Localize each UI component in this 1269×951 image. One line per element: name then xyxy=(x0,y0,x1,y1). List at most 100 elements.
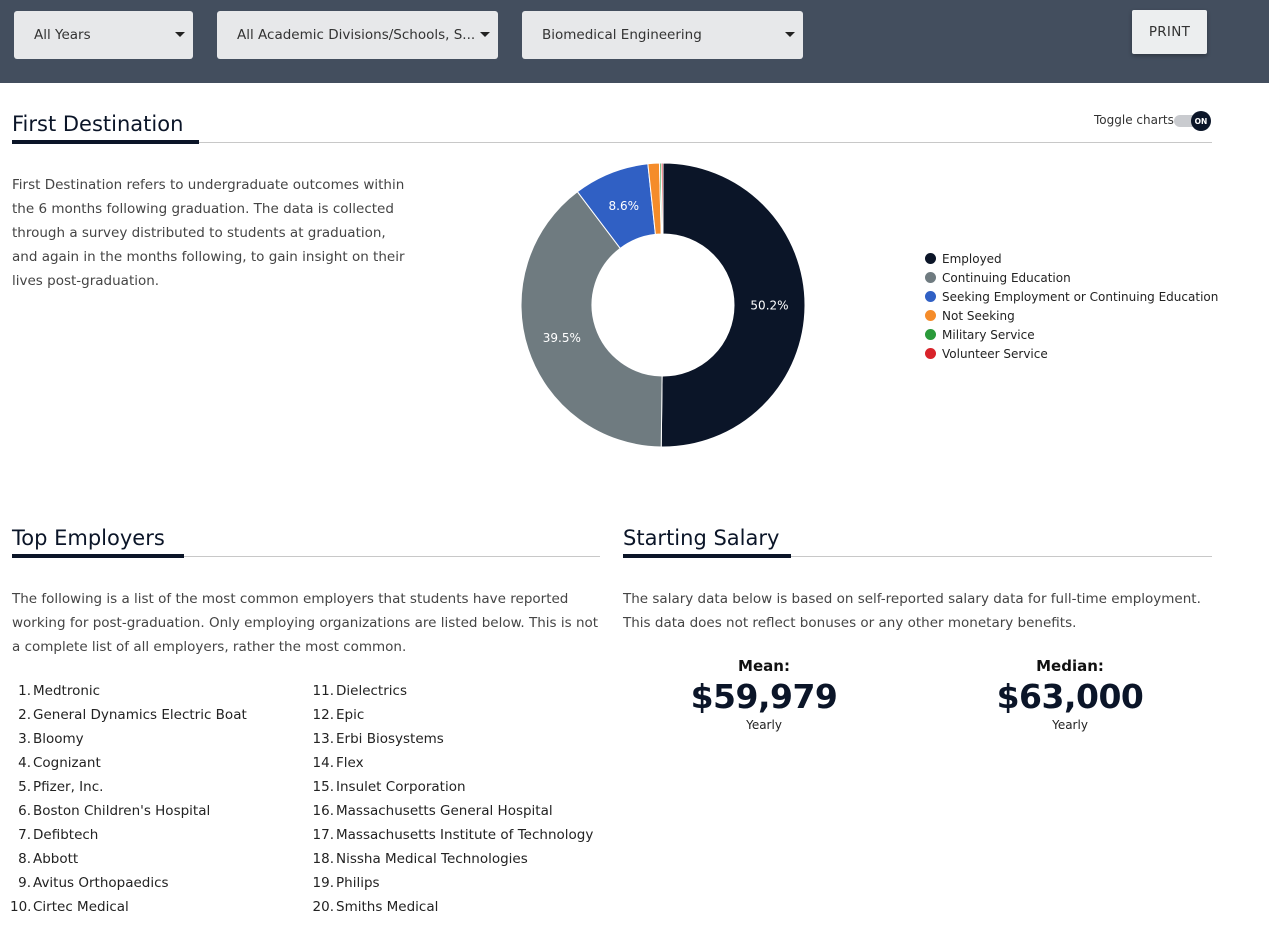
major-select[interactable]: Biomedical Engineering xyxy=(522,11,803,59)
employer-list-item: 4. Cognizant xyxy=(10,751,247,775)
employer-rank: 10. xyxy=(10,899,32,915)
legend-label: Employed xyxy=(942,251,1002,266)
chart-legend: Employed Continuing Education Seeking Empl… xyxy=(925,249,1218,363)
employer-list-item: 5. Pfizer, Inc. xyxy=(10,775,247,799)
employer-name: Dielectrics xyxy=(336,683,407,699)
employer-name: Cirtec Medical xyxy=(33,899,129,915)
employer-name: Massachusetts Institute of Technology xyxy=(336,827,594,843)
legend-item[interactable]: Volunteer Service xyxy=(925,344,1218,363)
employer-list-item: 19. Philips xyxy=(312,871,593,895)
employer-rank: 1. xyxy=(18,683,31,699)
year-select[interactable]: All Years xyxy=(14,11,193,59)
employer-list-column-2: 11. Dielectrics 12. Epic 13. Erbi Biosystems 1… xyxy=(312,679,594,919)
employer-list-column-1: 1. Medtronic 2. General Dynamics Electric B… xyxy=(10,679,247,919)
employer-list-item: 20. Smiths Medical xyxy=(312,895,593,919)
employer-name: Erbi Biosystems xyxy=(336,731,444,747)
employer-list-item: 6. Boston Children's Hospital xyxy=(10,799,247,823)
chevron-down-icon xyxy=(480,32,490,37)
top-employers-title: Top Employers xyxy=(12,526,165,550)
employer-name: Avitus Orthopaedics xyxy=(33,875,169,891)
employer-list-item: 11. Dielectrics xyxy=(312,679,593,703)
median-salary: Median: $63,000 Yearly xyxy=(970,657,1170,732)
legend-swatch-icon xyxy=(925,291,936,302)
employer-rank: 11. xyxy=(312,683,334,699)
employer-list-item: 13. Erbi Biosystems xyxy=(312,727,593,751)
employer-name: Medtronic xyxy=(33,683,101,699)
first-destination-title: First Destination xyxy=(12,112,184,136)
median-unit: Yearly xyxy=(1052,718,1088,732)
starting-salary-title: Starting Salary xyxy=(623,526,780,550)
employer-rank: 6. xyxy=(18,803,31,819)
employer-list-item: 1. Medtronic xyxy=(10,679,247,703)
year-select-value: All Years xyxy=(34,27,91,43)
employer-list-item: 14. Flex xyxy=(312,751,593,775)
employer-list-item: 18. Nissha Medical Technologies xyxy=(312,847,593,871)
employer-rank: 14. xyxy=(312,755,334,771)
employer-rank: 18. xyxy=(312,851,334,867)
mean-label: Mean: xyxy=(738,657,790,675)
median-label: Median: xyxy=(1036,657,1104,675)
legend-label: Not Seeking xyxy=(942,308,1015,323)
toggle-charts-switch[interactable]: ON xyxy=(1174,111,1212,131)
employer-rank: 7. xyxy=(18,827,31,843)
top-employers-description: The following is a list of the most comm… xyxy=(12,591,599,655)
employer-name: Pfizer, Inc. xyxy=(33,779,104,795)
employer-name: Abbott xyxy=(33,851,79,867)
section-divider xyxy=(623,556,1212,557)
filter-bar: All Years All Academic Divisions/Schools… xyxy=(0,0,1269,83)
employer-name: Boston Children's Hospital xyxy=(33,803,211,819)
legend-item[interactable]: Continuing Education xyxy=(925,268,1218,287)
print-button[interactable]: PRINT xyxy=(1132,10,1207,54)
employer-rank: 15. xyxy=(312,779,334,795)
employer-list-item: 15. Insulet Corporation xyxy=(312,775,593,799)
first-destination-description: First Destination refers to undergraduat… xyxy=(12,177,405,289)
median-value: $63,000 xyxy=(996,677,1144,716)
toggle-charts-label: Toggle charts xyxy=(1094,113,1174,127)
mean-value: $59,979 xyxy=(690,677,838,716)
employer-list-item: 8. Abbott xyxy=(10,847,247,871)
mean-unit: Yearly xyxy=(746,718,782,732)
employer-name: Philips xyxy=(336,875,380,891)
first-destination-donut-chart: 50.2% 39.5% 8.6% xyxy=(520,162,806,448)
employer-rank: 12. xyxy=(312,707,334,723)
chevron-down-icon xyxy=(175,32,185,37)
employer-list-item: 16. Massachusetts General Hospital xyxy=(312,799,593,823)
legend-label: Continuing Education xyxy=(942,270,1071,285)
division-select-value: All Academic Divisions/Schools, S... xyxy=(237,27,476,43)
legend-item[interactable]: Employed xyxy=(925,249,1218,268)
employer-name: Cognizant xyxy=(33,755,101,771)
employer-rank: 5. xyxy=(18,779,31,795)
employer-list-item: 7. Defibtech xyxy=(10,823,247,847)
employer-rank: 19. xyxy=(312,875,334,891)
employer-rank: 13. xyxy=(312,731,334,747)
employer-list-item: 3. Bloomy xyxy=(10,727,247,751)
employer-list-item: 17. Massachusetts Institute of Technology xyxy=(312,823,594,847)
donut-slice-continuing-education[interactable] xyxy=(520,191,663,448)
major-select-value: Biomedical Engineering xyxy=(542,27,702,43)
division-select[interactable]: All Academic Divisions/Schools, S... xyxy=(217,11,498,59)
employer-rank: 9. xyxy=(18,875,31,891)
employer-name: Nissha Medical Technologies xyxy=(336,851,528,867)
employer-rank: 4. xyxy=(18,755,31,771)
starting-salary-description: The salary data below is based on self-r… xyxy=(623,591,1201,631)
legend-item[interactable]: Military Service xyxy=(925,325,1218,344)
legend-label: Military Service xyxy=(942,327,1035,342)
title-underline xyxy=(12,554,184,558)
legend-label: Volunteer Service xyxy=(942,346,1048,361)
employer-name: Smiths Medical xyxy=(336,899,439,915)
toggle-knob: ON xyxy=(1191,111,1211,131)
donut-slice-volunteer-service[interactable] xyxy=(660,162,664,235)
employer-rank: 8. xyxy=(18,851,31,867)
legend-swatch-icon xyxy=(925,329,936,340)
employer-name: Defibtech xyxy=(33,827,99,843)
legend-item[interactable]: Seeking Employment or Continuing Educati… xyxy=(925,287,1218,306)
legend-swatch-icon xyxy=(925,310,936,321)
donut-data-label: 8.6% xyxy=(609,199,640,213)
donut-slice-employed[interactable] xyxy=(660,162,806,448)
employer-rank: 3. xyxy=(18,731,31,747)
chevron-down-icon xyxy=(785,32,795,37)
employer-rank: 16. xyxy=(312,803,334,819)
employer-name: Epic xyxy=(336,707,365,723)
donut-data-label: 39.5% xyxy=(543,331,581,345)
legend-item[interactable]: Not Seeking xyxy=(925,306,1218,325)
